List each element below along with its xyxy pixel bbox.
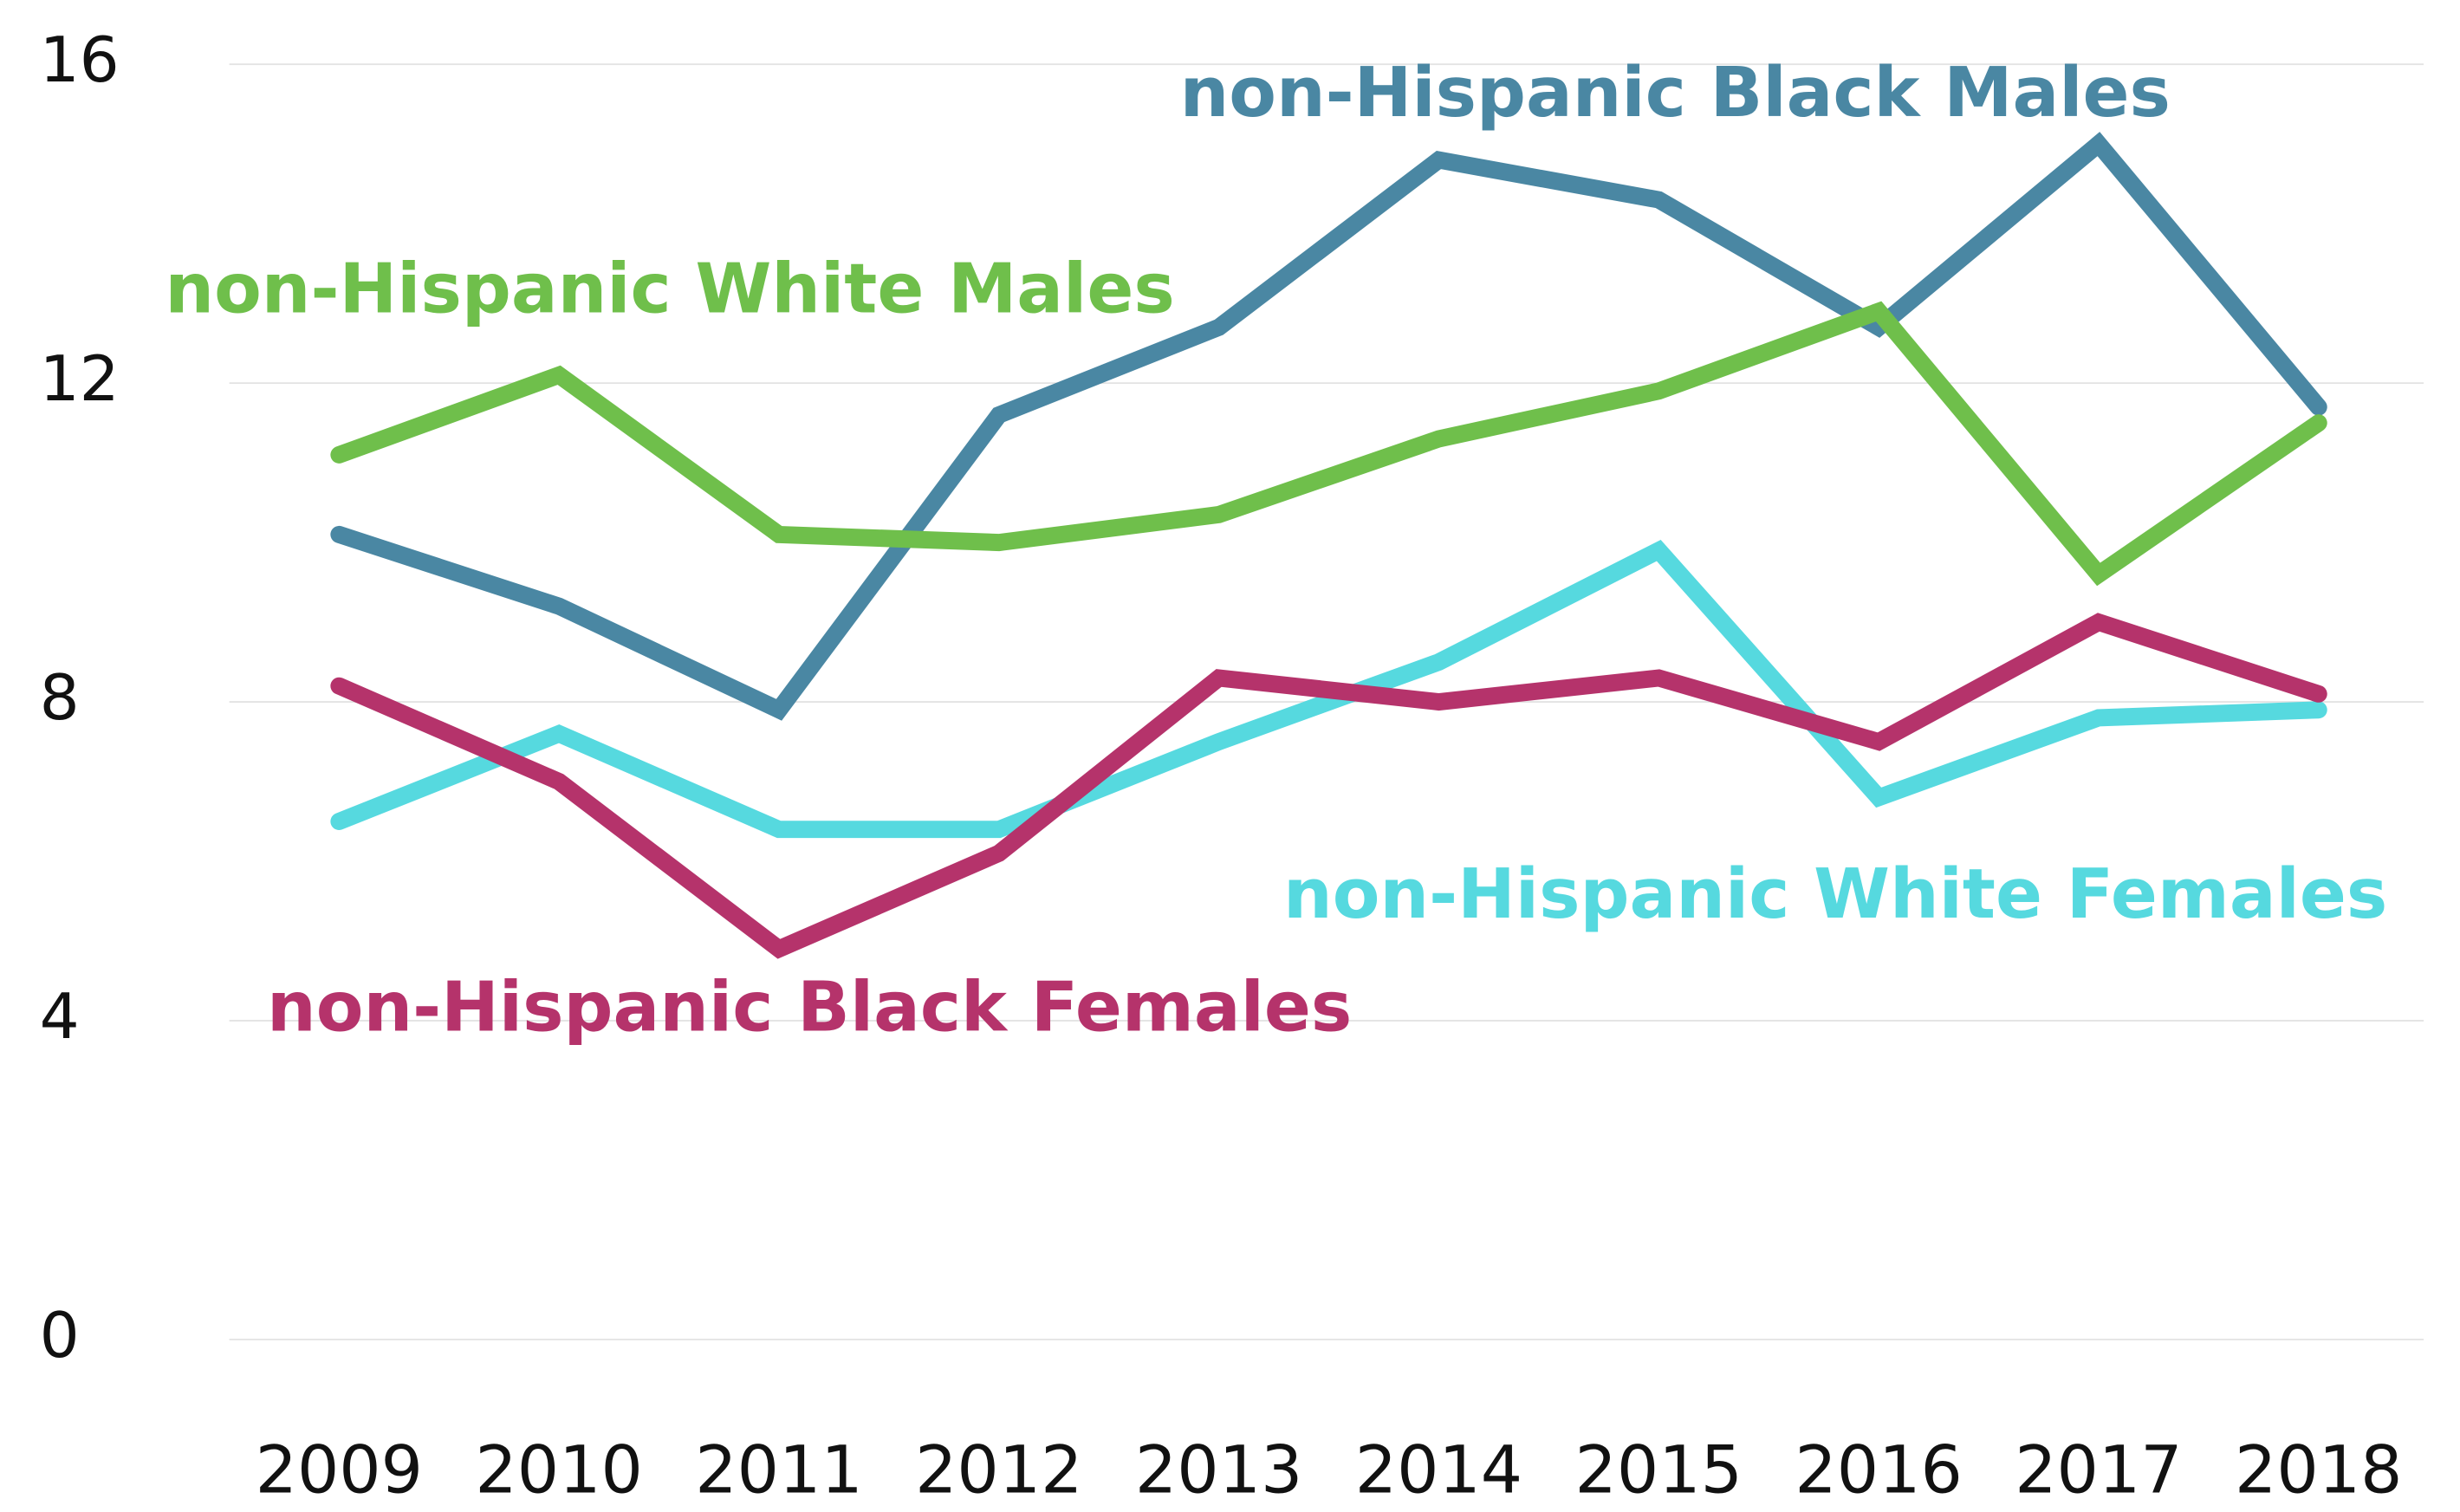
series-line [330,132,2327,721]
y-tick-label: 0 [40,1300,80,1372]
series-label: non-Hispanic Black Females [267,967,1352,1048]
series-label: non-Hispanic Black Males [1180,52,2171,133]
x-tick-label: 2012 [915,1431,1082,1509]
x-tick-label: 2009 [256,1431,423,1509]
x-tick-label: 2015 [1575,1431,1743,1509]
x-tick-label: 2016 [1795,1431,1962,1509]
series-line [330,301,2327,587]
x-tick-label: 2011 [695,1431,862,1509]
x-tick-label: 2018 [2235,1431,2402,1509]
y-tick-label: 8 [40,662,80,735]
x-tick-label: 2014 [1355,1431,1522,1509]
x-tick-label: 2017 [2015,1431,2182,1509]
x-tick-label: 2013 [1135,1431,1302,1509]
series-line [330,613,2327,959]
y-tick-label: 16 [40,24,120,97]
x-tick-label: 2010 [475,1431,642,1509]
y-tick-label: 12 [40,343,120,416]
y-tick-label: 4 [40,981,80,1054]
series-label: non-Hispanic White Males [165,248,1174,328]
series-line [330,539,2327,839]
series-label: non-Hispanic White Females [1283,853,2387,934]
